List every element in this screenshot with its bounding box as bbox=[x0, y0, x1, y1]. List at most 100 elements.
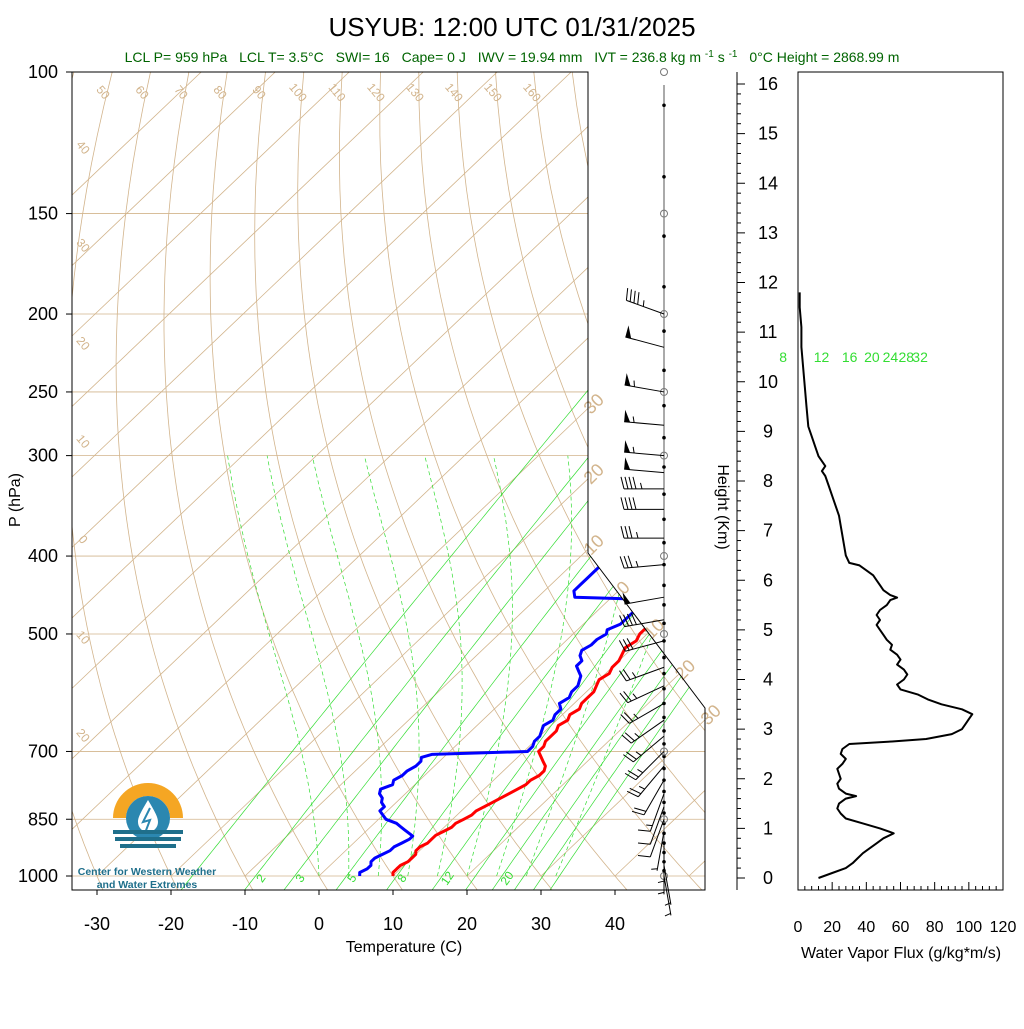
adiabat-label: 80 bbox=[210, 83, 230, 102]
height-tick-label: 9 bbox=[763, 421, 773, 441]
isotherm-label: 10 bbox=[580, 531, 608, 559]
wind-barb-feather bbox=[624, 556, 628, 568]
height-tick-label: 14 bbox=[758, 173, 778, 193]
moist-adiabat bbox=[526, 456, 641, 876]
wind-barb-shaft bbox=[644, 780, 664, 815]
mixing-ratio-label-bottom: 5 bbox=[344, 871, 359, 885]
height-tick-label: 15 bbox=[758, 124, 778, 144]
dry-adiabat bbox=[15, 72, 105, 893]
wind-barb bbox=[621, 497, 664, 509]
moist-adiabat bbox=[228, 456, 319, 876]
height-tick-label: 2 bbox=[763, 769, 773, 789]
dry-adiabat bbox=[164, 72, 330, 893]
wind-level-dot bbox=[662, 175, 666, 179]
dry-adiabat bbox=[802, 72, 1024, 893]
adiabat-label: 60 bbox=[132, 83, 152, 102]
mixing-ratio-line bbox=[282, 347, 712, 893]
x-tick-label: 30 bbox=[531, 914, 551, 934]
x-tick-label: -30 bbox=[84, 914, 110, 934]
subtitle-iwv: IWV = 19.94 mm bbox=[478, 49, 583, 65]
wind-barb-feather bbox=[620, 556, 624, 568]
height-tick-label: 12 bbox=[758, 273, 778, 293]
wind-barb-shaft bbox=[657, 831, 664, 870]
wind-barb-half-feather bbox=[636, 752, 641, 756]
wind-barb-feather bbox=[633, 477, 636, 489]
wind-barb-shaft bbox=[629, 703, 664, 723]
wind-level-dot bbox=[662, 811, 666, 815]
wind-barb-feather bbox=[629, 477, 632, 489]
wv-x-tick-label: 40 bbox=[857, 919, 875, 936]
subtitle-ivt: IVT = 236.8 kg m bbox=[594, 49, 701, 65]
wind-barb-half-feather bbox=[633, 694, 637, 699]
mixing-ratio-label: 8 bbox=[779, 349, 787, 365]
subtitle-ivt-s: s bbox=[718, 49, 725, 65]
wind-level-dot bbox=[662, 541, 666, 545]
chart-subtitle: LCL P= 959 hPa LCL T= 3.5°C SWI= 16 Cape… bbox=[125, 44, 900, 65]
dry-adiabat bbox=[687, 72, 1024, 893]
isotherm-label: 30 bbox=[697, 701, 725, 729]
x-tick-label: -20 bbox=[158, 914, 184, 934]
wind-barb bbox=[624, 440, 664, 455]
wind-barb-feather bbox=[638, 856, 650, 857]
wind-barb-feather bbox=[621, 477, 624, 489]
wind-level-dot bbox=[662, 285, 666, 289]
mixing-ratio-label-bottom: 20 bbox=[498, 868, 517, 887]
wv-x-tick-label: 120 bbox=[990, 919, 1017, 936]
adiabat-label: 90 bbox=[249, 83, 269, 102]
mixing-ratio-label-bottom: 8 bbox=[394, 871, 409, 885]
moist-adiabat bbox=[267, 456, 349, 876]
wind-barb-pennant bbox=[624, 440, 630, 452]
wind-barb-half-feather bbox=[665, 903, 671, 906]
logo-wave-3 bbox=[120, 844, 176, 848]
y-tick-label: 150 bbox=[28, 204, 58, 224]
isotherm-left-label: 30 bbox=[73, 236, 93, 255]
wind-barb-shaft bbox=[626, 300, 664, 314]
height-tick-label: 8 bbox=[763, 471, 773, 491]
dry-adiabat bbox=[841, 72, 1024, 893]
wind-barb bbox=[638, 794, 664, 832]
wind-level-dot bbox=[662, 103, 666, 107]
dry-adiabat bbox=[116, 72, 254, 893]
x-tick-label: 10 bbox=[383, 914, 403, 934]
wind-barb-half-feather bbox=[633, 417, 634, 423]
subtitle-lcl-t: LCL T= 3.5°C bbox=[239, 49, 324, 65]
mixing-ratio-label: 12 bbox=[814, 349, 830, 365]
wind-level-dot bbox=[662, 465, 666, 469]
skewt-profiles bbox=[360, 314, 850, 876]
mixing-ratio-line bbox=[531, 347, 920, 893]
wind-level-dot bbox=[662, 492, 666, 496]
logo-wave-2 bbox=[115, 837, 181, 841]
wind-barb-feather bbox=[634, 291, 635, 303]
isotherm bbox=[763, 72, 1024, 876]
skewt-frame bbox=[72, 72, 705, 890]
wind-barb-half-feather bbox=[639, 786, 645, 789]
wind-barb bbox=[622, 720, 664, 743]
wind-barb-feather bbox=[631, 613, 636, 624]
y-tick-label: 250 bbox=[28, 382, 58, 402]
height-tick-label: 11 bbox=[759, 322, 778, 342]
y-tick-label: 100 bbox=[28, 62, 58, 82]
wind-level-dot bbox=[662, 404, 666, 408]
dry-adiabat bbox=[66, 72, 179, 893]
dry-adiabat bbox=[764, 72, 1024, 893]
y-tick-label: 1000 bbox=[18, 866, 58, 886]
isotherm bbox=[615, 72, 1024, 876]
wv-flux-line bbox=[800, 292, 973, 878]
adiabat-label: 130 bbox=[403, 80, 427, 105]
isotherm-left-label: 10 bbox=[73, 432, 93, 451]
x-tick-label: -10 bbox=[232, 914, 258, 934]
x-tick-label: 0 bbox=[314, 914, 324, 934]
isotherm-left-label: 40 bbox=[73, 138, 93, 157]
adiabat-label: 140 bbox=[442, 80, 466, 105]
wind-barb-feather bbox=[621, 526, 624, 538]
isotherm bbox=[0, 72, 423, 876]
height-axis-label: Height (Km) bbox=[714, 464, 731, 549]
wind-barb-feather bbox=[626, 288, 627, 300]
mixing-ratio-label: 32 bbox=[912, 349, 928, 365]
wind-barb-feather bbox=[625, 477, 628, 489]
wind-barb-feather bbox=[625, 497, 628, 509]
wind-level-dot bbox=[662, 729, 666, 733]
isotherm bbox=[0, 72, 719, 876]
skewt-x-label: Temperature (C) bbox=[346, 939, 462, 956]
